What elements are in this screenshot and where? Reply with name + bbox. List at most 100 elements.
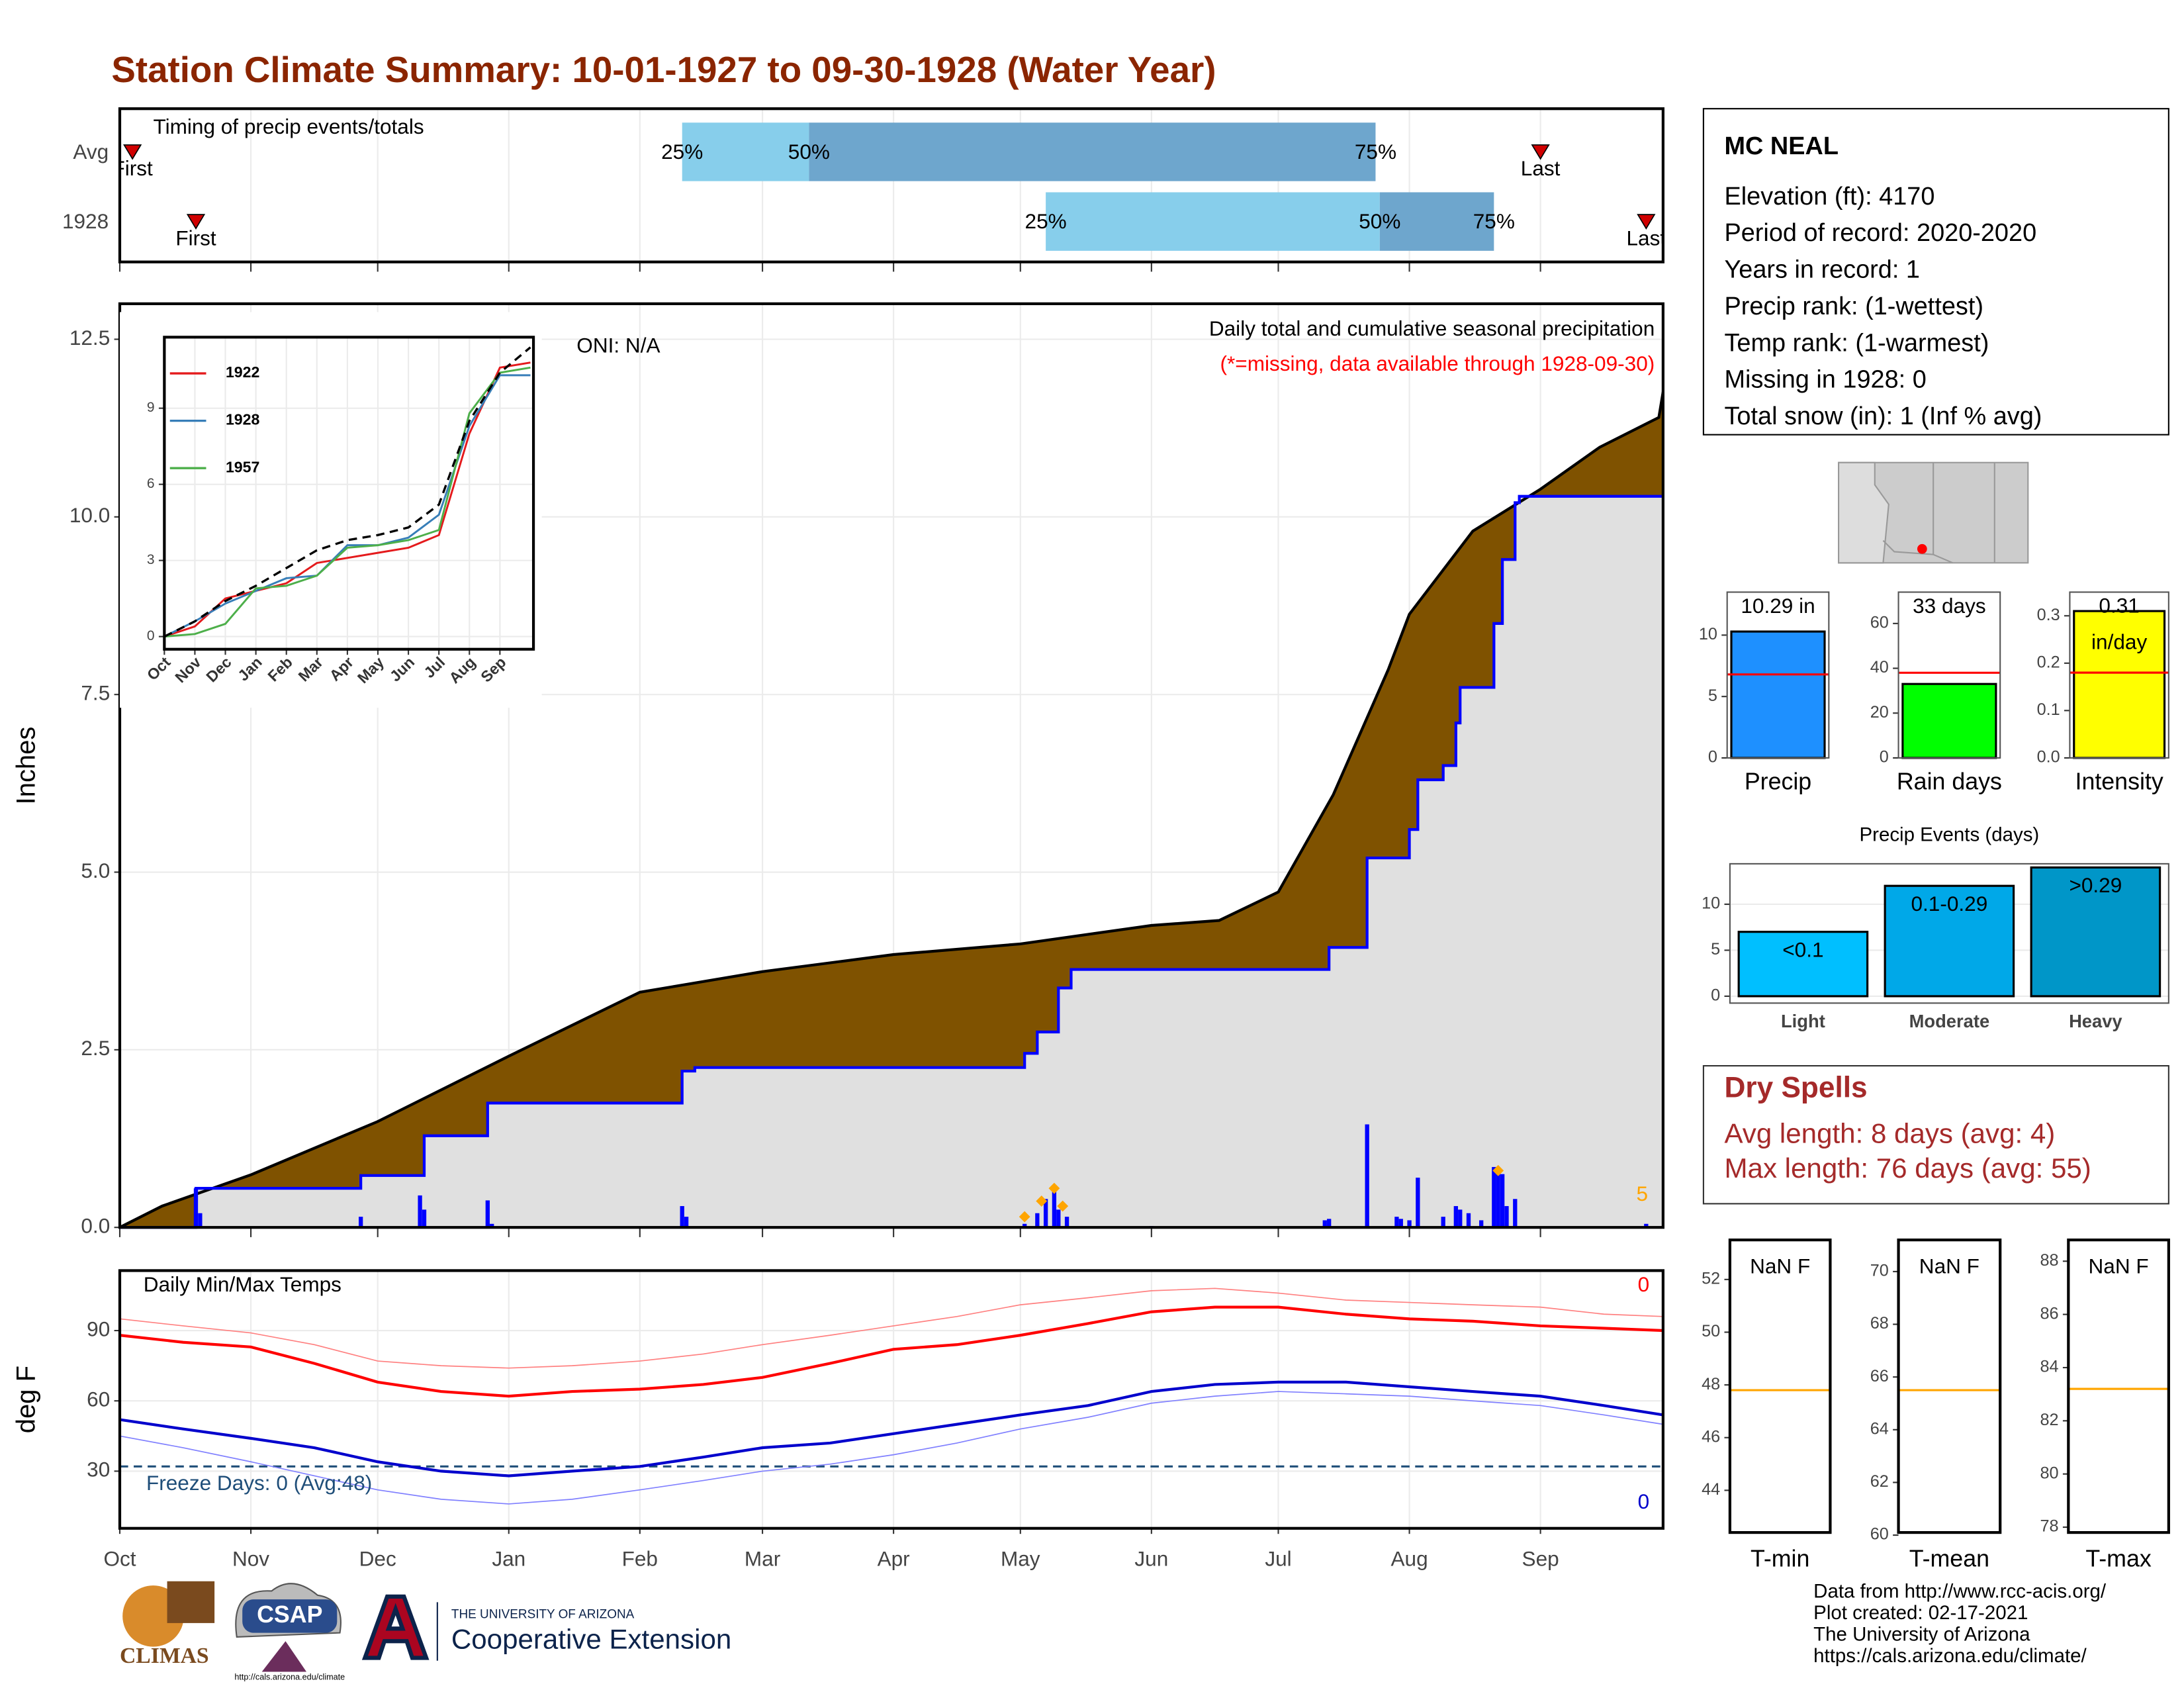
cumulative-area [119, 496, 1663, 1228]
x-tick-label: Apr [878, 1547, 910, 1571]
row-label: Avg [73, 140, 109, 164]
row-label: 1928 [62, 209, 109, 233]
chart-title: Daily total and cumulative seasonal prec… [1209, 316, 1655, 340]
y-tick-label: 0 [1708, 748, 1717, 767]
x-tick-label: Dec [359, 1547, 396, 1571]
y-axis-label: Inches [12, 727, 41, 805]
credits: Data from http://www.rcc-acis.org/Plot c… [1813, 1580, 2107, 1667]
credit-line: The University of Arizona [1813, 1624, 2030, 1646]
station-line: Years in record: 1 [1724, 256, 1919, 284]
station-line: Temp rank: (1-warmest) [1724, 329, 1989, 357]
daily-bar [1644, 1223, 1649, 1228]
station-line: Period of record: 2020-2020 [1724, 219, 2036, 247]
percent-label: 25% [661, 140, 703, 164]
plot-border [1728, 1239, 1832, 1534]
daily-bar [684, 1217, 689, 1228]
y-tick-label: 10 [1702, 894, 1720, 913]
station-line: Missing in 1928: 0 [1724, 366, 1926, 394]
y-tick-label: 3 [147, 552, 155, 567]
y-tick-label: 20 [1870, 703, 1889, 722]
dry-spells-line: Avg length: 8 days (avg: 4) [1724, 1117, 2055, 1149]
x-tick-label: May [1001, 1547, 1040, 1571]
category-label: Intensity [2075, 768, 2163, 794]
daily-bar [1327, 1219, 1332, 1228]
series-line [164, 366, 531, 638]
count-label: 5 [1637, 1182, 1649, 1205]
daily-bar [1407, 1220, 1412, 1228]
credit-line: https://cals.arizona.edu/climate/ [1813, 1645, 2087, 1667]
min-count: 0 [1638, 1489, 1650, 1513]
daily-bar [1322, 1220, 1327, 1228]
credit-line: Data from http://www.rcc-acis.org/ [1813, 1580, 2107, 1602]
locator-map [1838, 461, 2029, 564]
plot-background [1898, 1240, 2001, 1533]
y-tick-label: 5.0 [81, 859, 110, 882]
intense-marker [1036, 1196, 1048, 1207]
plot-border [1726, 591, 1830, 759]
dry-spells-title: Dry Spells [1724, 1072, 1867, 1104]
y-tick-label: 66 [1870, 1367, 1889, 1385]
station-line: Precip rank: (1-wettest) [1724, 293, 1983, 320]
station-line: Total snow (in): 1 (Inf % avg) [1724, 402, 2042, 430]
daily-bar [1513, 1199, 1518, 1228]
plot-border [1897, 1239, 2002, 1534]
series-line [163, 374, 531, 637]
daily-bar [1052, 1188, 1057, 1228]
x-tick-label: Nov [232, 1547, 269, 1571]
ua-logo [361, 1594, 430, 1660]
daily-bar [418, 1195, 422, 1228]
chart-subtitle: (*=missing, data available through 1928-… [1220, 352, 1655, 375]
y-tick-label: 64 [1870, 1419, 1889, 1438]
y-tick-label: 5 [1711, 940, 1720, 959]
daily-bar [422, 1209, 427, 1228]
series-line [119, 1380, 1664, 1477]
y-tick-label: 60 [1870, 614, 1889, 632]
y-tick-label: 86 [2040, 1304, 2058, 1323]
plot-border [2067, 1239, 2170, 1534]
plot-background [119, 1270, 1663, 1528]
y-tick-label: 30 [87, 1458, 110, 1481]
intense-marker [1019, 1211, 1030, 1223]
max-count: 0 [1638, 1272, 1650, 1296]
chart-title: Precip Events (days) [1860, 824, 2040, 846]
category-label: Moderate [1909, 1011, 1990, 1031]
y-tick-label: 7.5 [81, 681, 110, 705]
daily-bar [1496, 1170, 1500, 1228]
x-tick-label: Feb [622, 1547, 658, 1571]
y-tick-label: 52 [1702, 1270, 1720, 1288]
series-line [163, 361, 531, 638]
y-tick-label: 44 [1702, 1480, 1720, 1499]
daily-bar [1416, 1178, 1420, 1228]
daily-bar [1064, 1217, 1069, 1228]
event-label: Last [1521, 156, 1561, 180]
bar-label: 0.1-0.29 [1911, 892, 1987, 915]
daily-bar [1043, 1199, 1048, 1228]
y-tick-label: 0 [147, 628, 155, 643]
bar [1884, 884, 2015, 998]
y-tick-label: 10 [1699, 625, 1717, 643]
daily-bar [193, 1188, 199, 1228]
daily-bar [1365, 1124, 1369, 1228]
plot-border [2069, 591, 2169, 759]
percent-label: 50% [1359, 209, 1400, 233]
station-box [1702, 108, 2169, 436]
csap-badge [242, 1599, 338, 1633]
x-tick-label: Aug [1390, 1547, 1428, 1571]
y-tick-label: 68 [1870, 1314, 1889, 1333]
climas-logo [167, 1581, 215, 1623]
station-line: Elevation (ft): 4170 [1724, 183, 1934, 211]
y-tick-label: 62 [1870, 1472, 1889, 1491]
y-tick-label: 0.2 [2037, 653, 2060, 671]
y-tick-label: 84 [2040, 1358, 2058, 1376]
station-dot [1917, 543, 1927, 554]
daily-bar [1035, 1213, 1040, 1228]
bar [2030, 866, 2161, 998]
daily-bar [1023, 1223, 1027, 1228]
credit-line: Plot created: 02-17-2021 [1813, 1602, 2028, 1624]
timing-bar [1379, 192, 1494, 251]
timing-title: Timing of precip events/totals [154, 115, 424, 138]
y-tick-label: 88 [2040, 1251, 2058, 1270]
plot-border [1729, 863, 2169, 1004]
value-label: NaN F [1750, 1254, 1810, 1278]
